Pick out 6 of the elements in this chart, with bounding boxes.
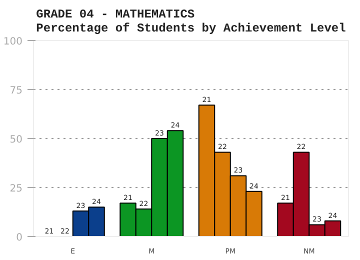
y-tick-label: 100 <box>3 36 23 48</box>
y-tick-label: 0 <box>16 232 23 244</box>
chart-title: GRADE 04 - MATHEMATICS Percentage of Students by Achievement Level <box>36 8 346 36</box>
y-tick-label: 50 <box>10 134 23 146</box>
y-tick-label: 75 <box>10 86 23 96</box>
y-tick-label: 25 <box>10 184 23 194</box>
